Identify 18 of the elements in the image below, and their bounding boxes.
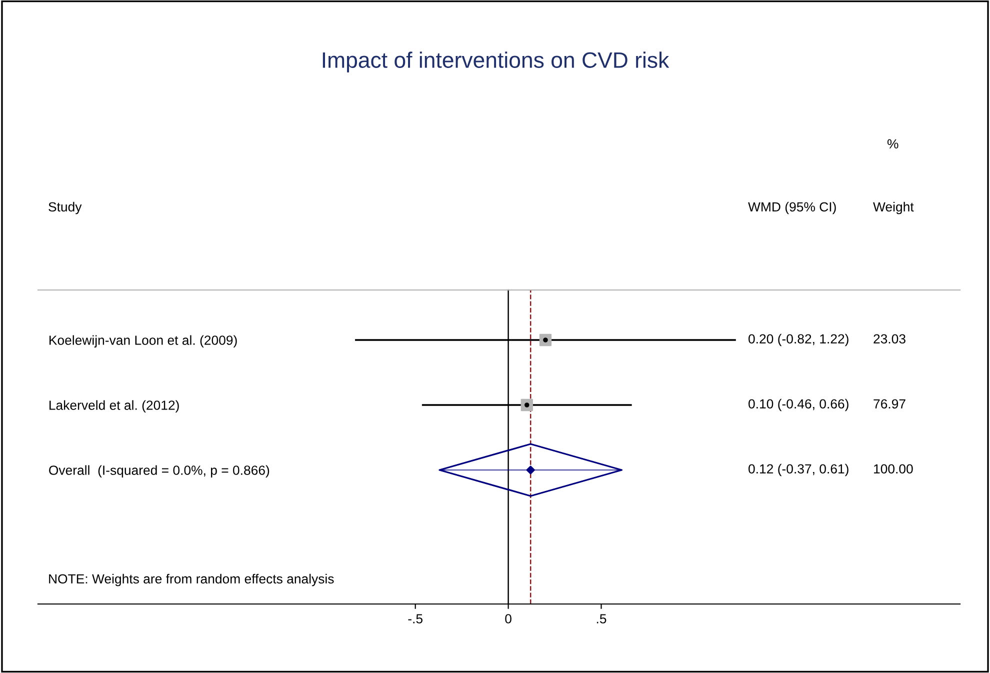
x-tick-label: -.5: [408, 614, 422, 624]
annotation: 0.20 (-0.82, 1.22): [748, 334, 848, 346]
y-tick-label: Lakerveld et al. (2012): [50, 400, 179, 413]
y-tick-label: Overall (I-squared = 0.0%, p = 0.866): [49, 465, 270, 478]
x-tick-label: 0: [505, 614, 512, 624]
annotation: 76.97: [874, 399, 906, 409]
text: NOTE: Weights are from random effects analysis: [49, 574, 334, 586]
text: WMD (95% CI): [748, 202, 836, 214]
annotation: 0.12 (-0.37, 0.61): [748, 464, 848, 476]
x-tick-label: .5: [596, 614, 606, 624]
text: %: [887, 139, 898, 148]
chart-title: Impact of interventions on CVD risk: [322, 52, 670, 72]
annotation: 23.03: [874, 334, 906, 344]
text: Weight: [873, 202, 914, 214]
annotation: 100.00: [874, 464, 913, 474]
annotation: 0.10 (-0.46, 0.66): [748, 398, 848, 412]
text: Study: [48, 202, 82, 214]
y-tick-label: Koelewijn-van Loon et al. (2009): [50, 335, 237, 348]
